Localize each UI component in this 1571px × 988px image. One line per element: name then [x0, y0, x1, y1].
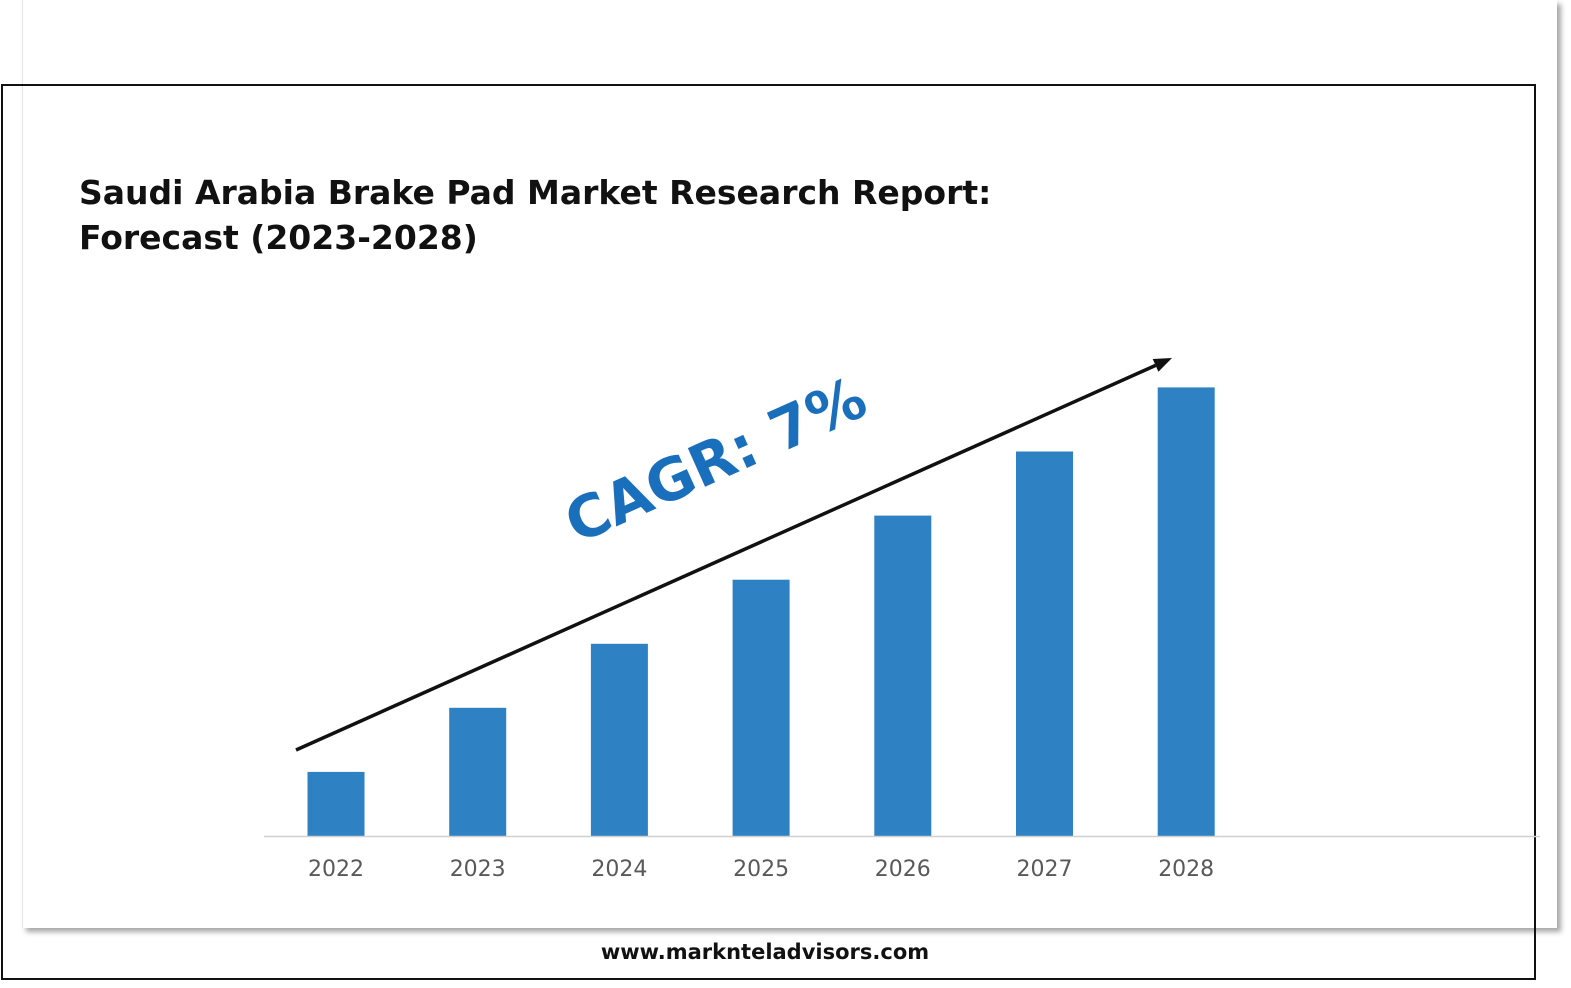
- chart-title: Saudi Arabia Brake Pad Market Research R…: [79, 170, 1079, 260]
- x-tick-label-2024: 2024: [591, 857, 647, 882]
- x-tick-labels: 2022 2023 2024 2025 2026 2027 2028: [308, 857, 1214, 882]
- x-tick-label-2022: 2022: [308, 857, 364, 882]
- bar-2023: [449, 707, 507, 836]
- x-tick-label-2025: 2025: [733, 857, 789, 882]
- bar-2028: [1157, 387, 1215, 836]
- x-tick-label-2026: 2026: [875, 857, 931, 882]
- trend-arrow-head: [1152, 358, 1172, 372]
- bars-group: [307, 387, 1215, 836]
- bar-2022: [307, 771, 365, 836]
- cagr-trend-arrow: [295, 358, 1172, 752]
- trend-arrow-line: [295, 363, 1157, 752]
- chart-title-line2: Forecast (2023-2028): [79, 218, 478, 257]
- bar-2026: [874, 515, 932, 836]
- outer-frame: [1, 84, 1536, 980]
- bar-2025: [732, 579, 790, 836]
- x-tick-label-2023: 2023: [450, 857, 506, 882]
- x-tick-label-2028: 2028: [1158, 857, 1214, 882]
- cagr-annotation: CAGR: 7%: [555, 363, 876, 556]
- x-tick-label-2027: 2027: [1017, 857, 1073, 882]
- bar-2027: [1016, 451, 1073, 836]
- bar-2024: [590, 643, 648, 836]
- chart-title-line1: Saudi Arabia Brake Pad Market Research R…: [79, 173, 992, 212]
- footer-website-url: www.marknteladvisors.com: [600, 940, 930, 964]
